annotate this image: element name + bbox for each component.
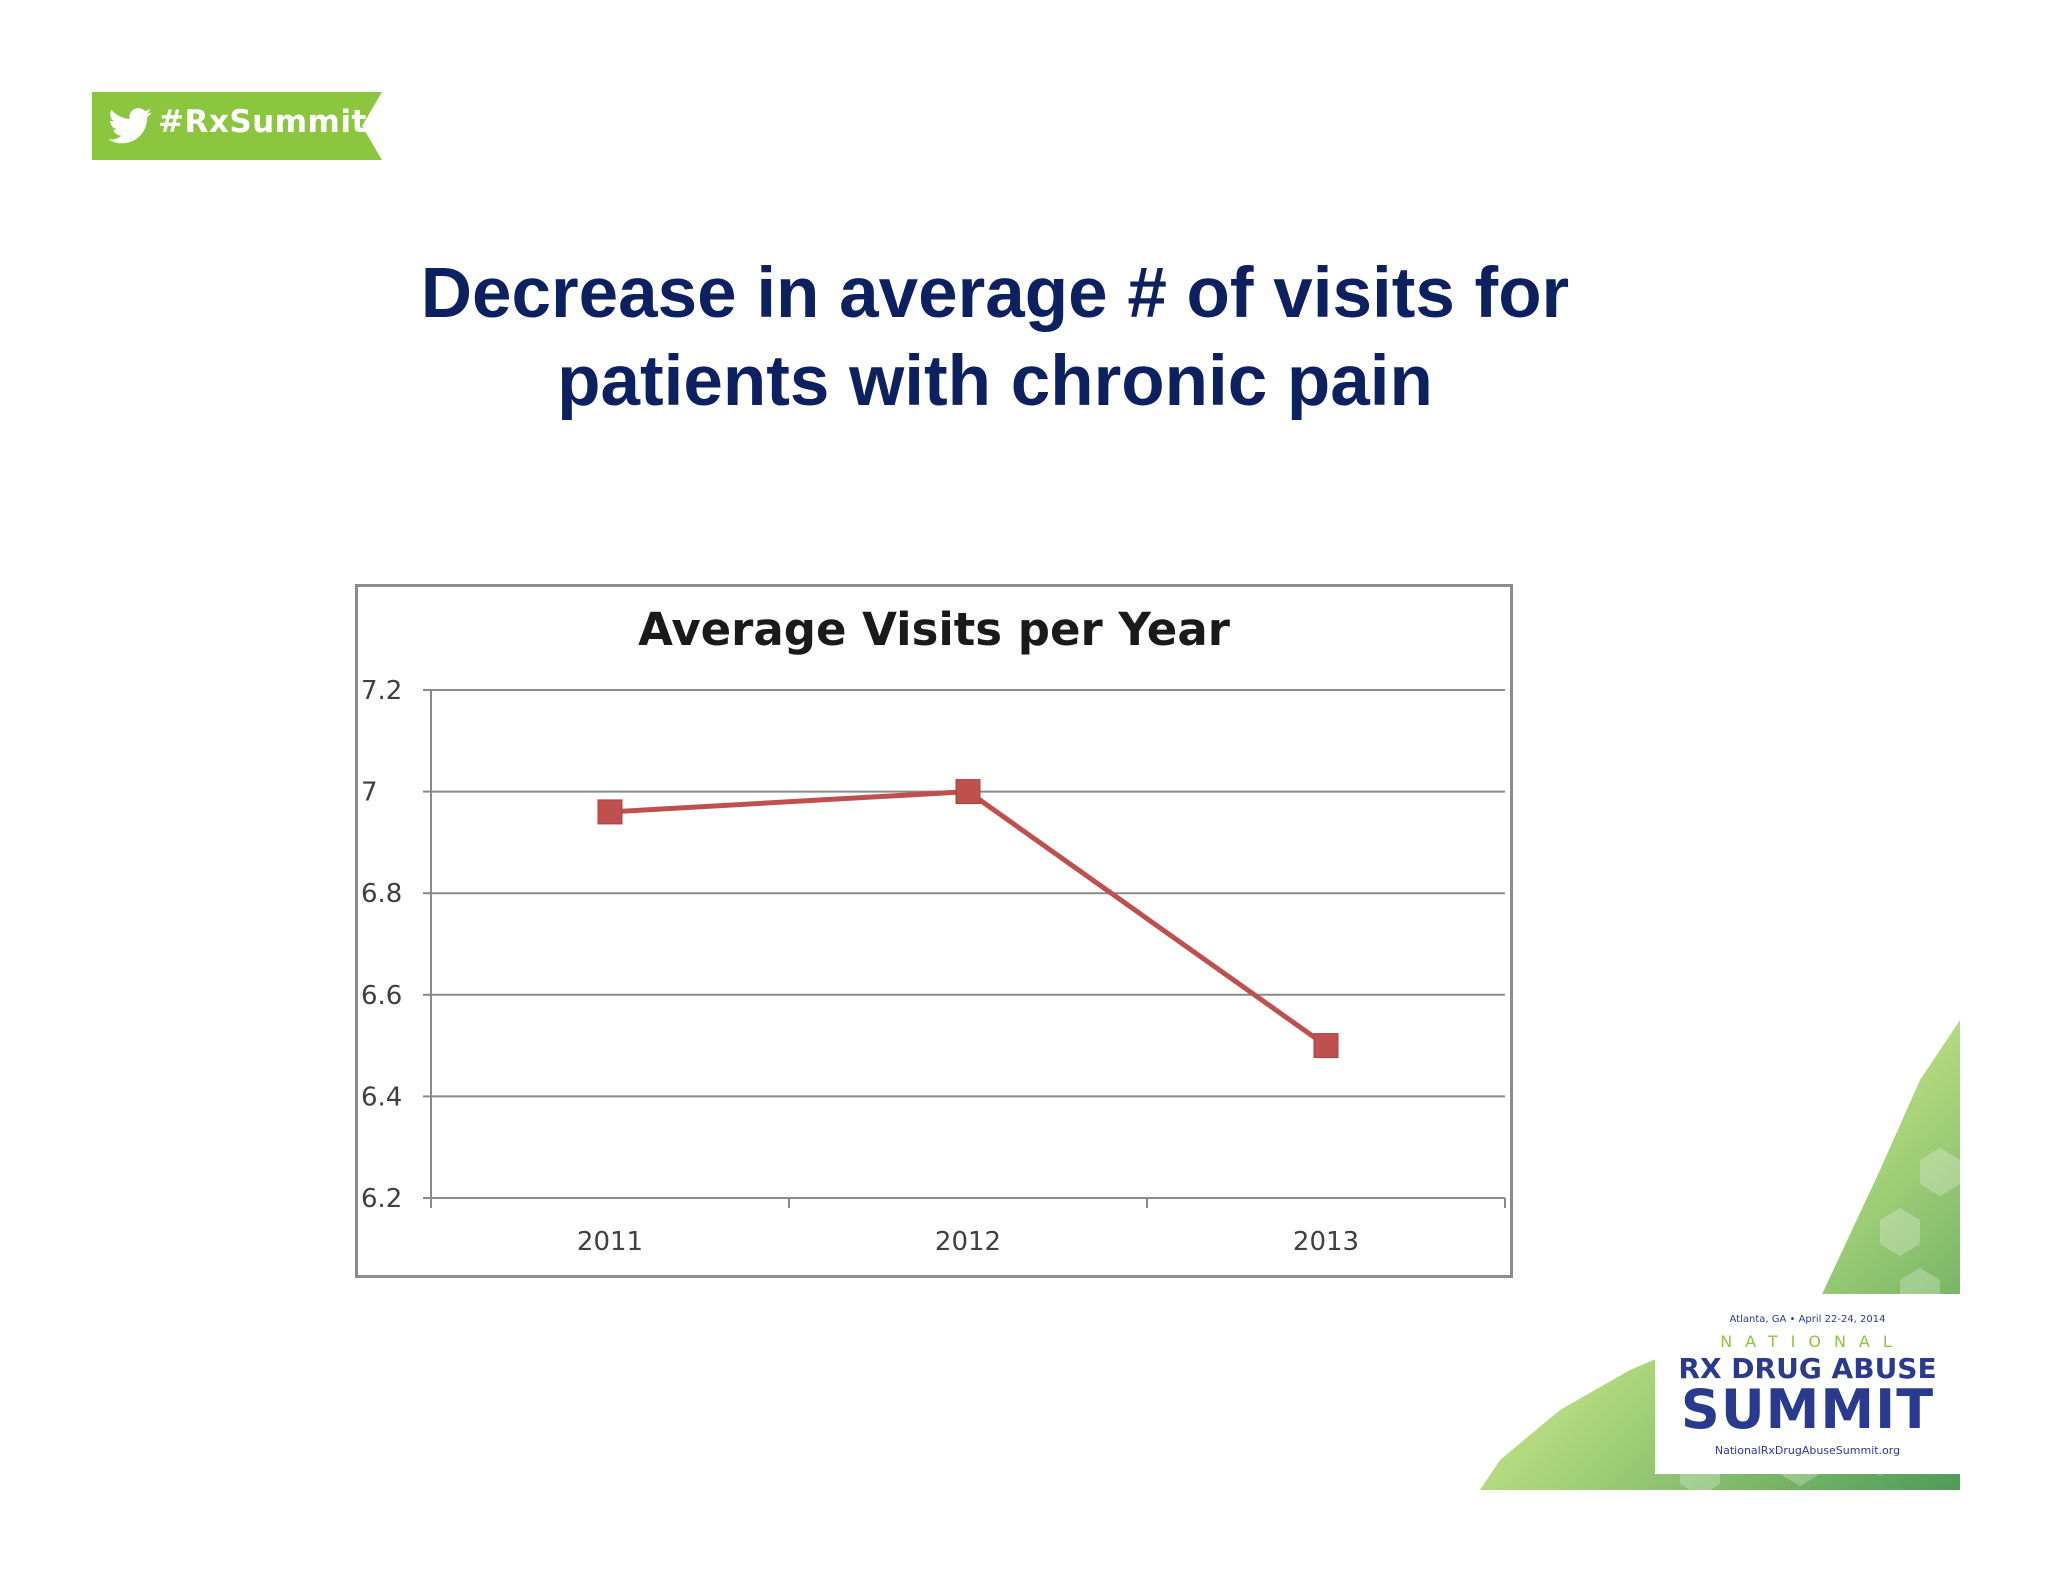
- y-tick-label: 7.2: [361, 676, 402, 706]
- gridlines: [431, 689, 1505, 1098]
- series-line: [609, 789, 1328, 1048]
- summit-logo: Atlanta, GA • April 22-24, 2014 NATIONAL…: [1480, 1020, 1960, 1496]
- logo-rx-drug-abuse: RX DRUG ABUSE: [1678, 1352, 1937, 1385]
- x-tick-labels: 2011 2012 2013: [577, 1227, 1359, 1257]
- chart-title: Average Visits per Year: [638, 603, 1231, 656]
- logo-website: NationalRxDrugAbuseSummit.org: [1714, 1444, 1901, 1457]
- slide-title-line-2: patients with chronic pain: [557, 342, 1433, 421]
- data-point-marker: [955, 779, 981, 805]
- logo-national: NATIONAL: [1720, 1332, 1905, 1351]
- slide-title-line-1: Decrease in average # of visits for: [420, 254, 1570, 333]
- chart-canvas: Average Visits per Year 7.2 7 6.8 6.6 6.4 6.2…: [361, 603, 1506, 1257]
- twitter-bird-icon: [108, 108, 152, 144]
- axes: [423, 689, 1506, 1208]
- series-visits: [597, 779, 1339, 1059]
- y-tick-label: 7: [361, 778, 378, 808]
- y-tick-label: 6.8: [361, 879, 402, 909]
- x-tick-label: 2012: [935, 1227, 1001, 1257]
- x-tick-label: 2011: [577, 1227, 643, 1257]
- y-tick-label: 6.4: [361, 1082, 402, 1112]
- y-tick-labels: 7.2 7 6.8 6.6 6.4 6.2: [361, 676, 402, 1214]
- logo-card: Atlanta, GA • April 22-24, 2014 NATIONAL…: [1655, 1294, 1960, 1474]
- logo-event-details: Atlanta, GA • April 22-24, 2014: [1729, 1314, 1886, 1325]
- hashtag-label: #RxSummit: [158, 104, 367, 140]
- y-tick-label: 6.6: [361, 981, 402, 1011]
- y-tick-label: 6.2: [361, 1184, 402, 1214]
- logo-summit: SUMMIT: [1680, 1378, 1935, 1441]
- banner-shape: [92, 92, 382, 160]
- x-tick-label: 2013: [1293, 1227, 1359, 1257]
- data-point-marker: [597, 799, 623, 825]
- data-point-marker: [1313, 1033, 1339, 1059]
- line-chart: Average Visits per Year 7.2 7 6.8 6.6 6.4 6.2…: [355, 584, 1513, 1278]
- hashtag-banner: #RxSummit: [92, 92, 382, 160]
- slide-title: Decrease in average # of visits for pati…: [300, 250, 1690, 426]
